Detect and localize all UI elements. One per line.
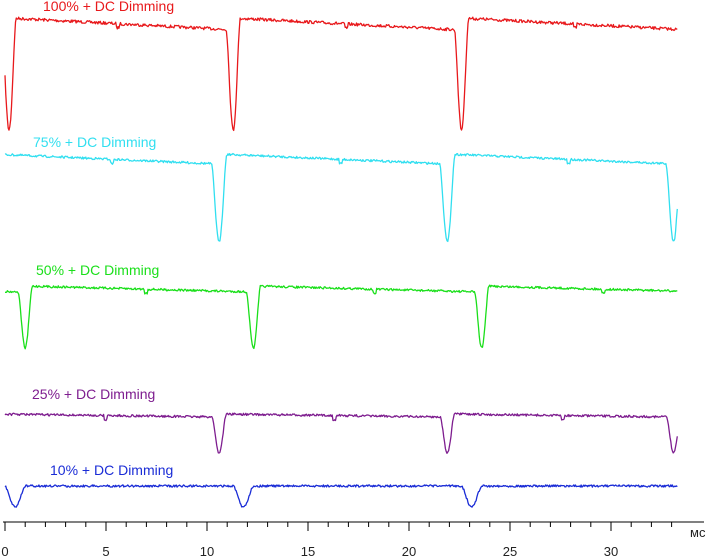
- x-tick-label: 15: [301, 544, 315, 559]
- series-line-1: [4, 16, 678, 132]
- series-line-3: [5, 284, 678, 350]
- x-tick-label: 30: [604, 544, 618, 559]
- x-tick-label: 20: [402, 544, 416, 559]
- x-axis-ticks: 0 5 10 15 20 25 30: [1, 522, 673, 559]
- series-label-2: 75% + DC Dimming: [33, 134, 156, 150]
- series-line-5: [4, 484, 678, 508]
- series-line-2: [4, 152, 678, 243]
- x-axis: 0 5 10 15 20 25 30 мс: [1, 521, 706, 559]
- series-label-3: 50% + DC Dimming: [36, 262, 159, 278]
- traces-group: [4, 16, 678, 508]
- x-axis-unit-label: мс: [690, 525, 706, 540]
- series-line-4: [4, 412, 678, 454]
- series-label-5: 10% + DC Dimming: [50, 462, 173, 478]
- series-labels-group: 100% + DC Dimming 75% + DC Dimming 50% + D…: [32, 0, 174, 478]
- x-tick-label: 0: [1, 544, 8, 559]
- x-tick-label: 10: [200, 544, 214, 559]
- series-label-4: 25% + DC Dimming: [32, 386, 155, 402]
- series-label-1: 100% + DC Dimming: [43, 0, 174, 14]
- x-tick-label: 25: [503, 544, 517, 559]
- x-tick-label: 5: [102, 544, 109, 559]
